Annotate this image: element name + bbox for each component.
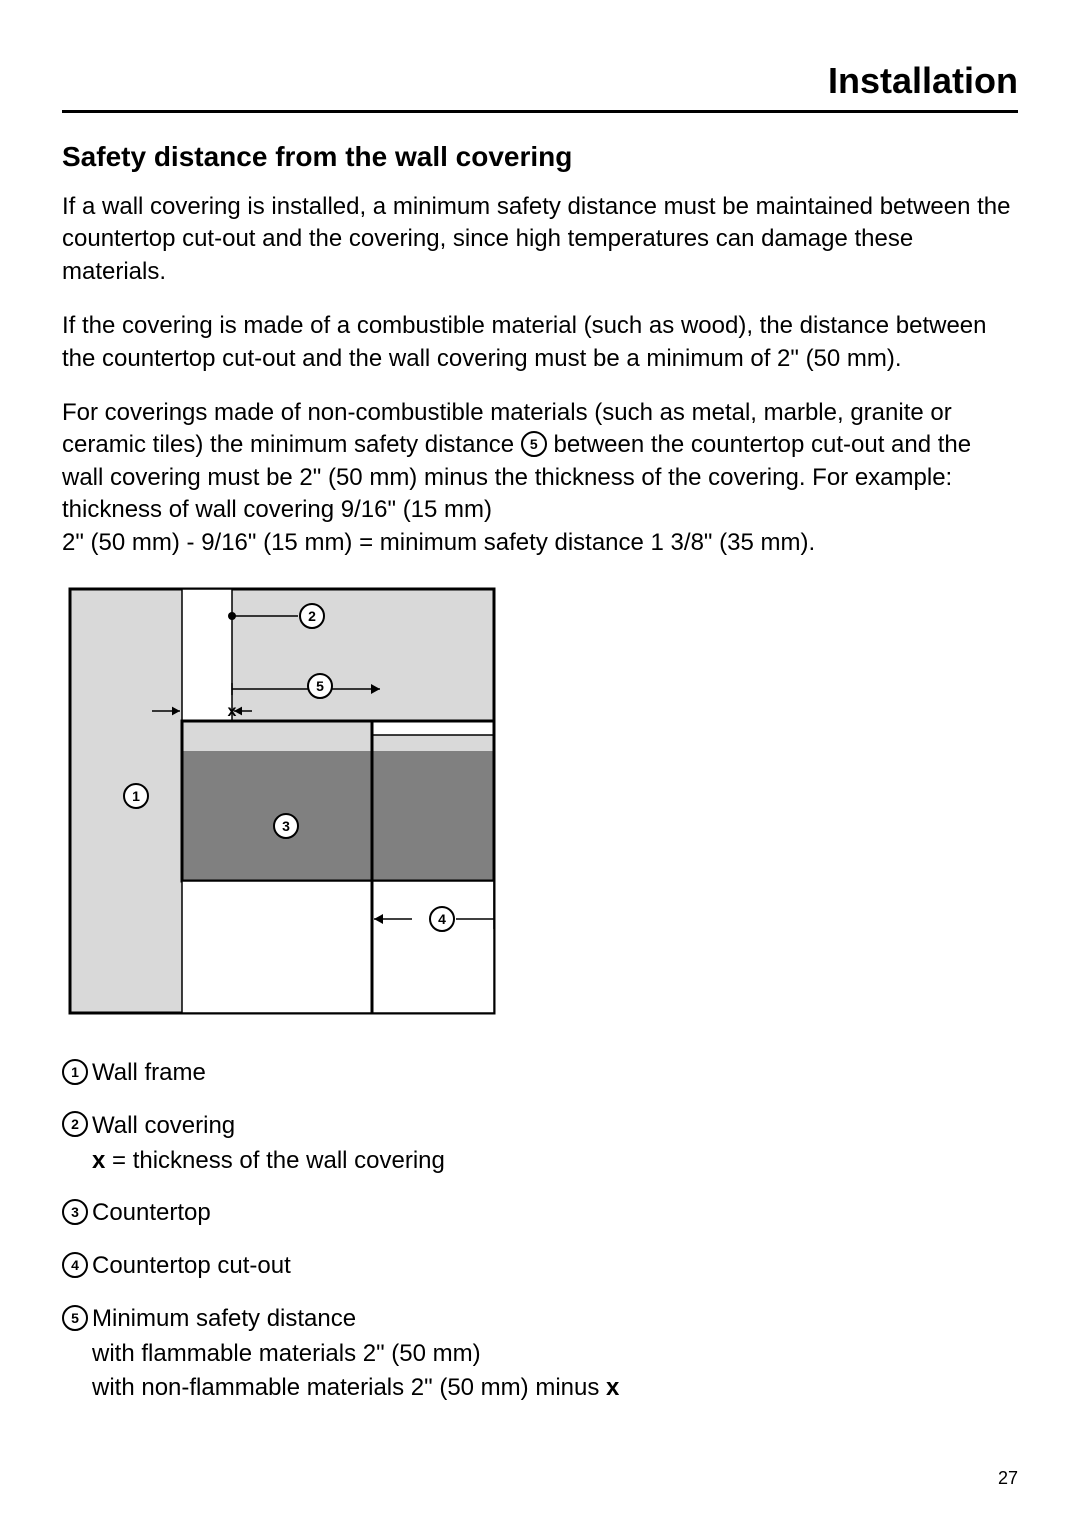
diagram-svg: 2x5134: [62, 581, 502, 1021]
legend-item: 4Countertop cut-out: [62, 1249, 1018, 1284]
svg-text:1: 1: [132, 788, 140, 804]
legend-number: 1: [62, 1056, 92, 1091]
page-header: Installation: [62, 60, 1018, 102]
legend-text: Wall frame: [92, 1056, 1018, 1091]
legend-number: 5: [62, 1302, 92, 1337]
paragraph-3: For coverings made of non-combustible ma…: [62, 397, 1018, 559]
legend-text: Countertop: [92, 1196, 1018, 1231]
paragraph-1: If a wall covering is installed, a minim…: [62, 191, 1018, 288]
legend-item: 5Minimum safety distancewith flammable m…: [62, 1302, 1018, 1406]
legend-item: 1Wall frame: [62, 1056, 1018, 1091]
legend-item: 3Countertop: [62, 1196, 1018, 1231]
paragraph-3c: 2" (50 mm) - 9/16" (15 mm) = minimum saf…: [62, 529, 815, 556]
diagram: 2x5134: [62, 581, 1018, 1026]
header-rule: [62, 110, 1018, 113]
svg-text:5: 5: [316, 678, 324, 694]
legend: 1Wall frame2Wall coveringx = thickness o…: [62, 1056, 1018, 1406]
inline-ref-5: 5: [521, 431, 547, 457]
paragraph-2: If the covering is made of a combustible…: [62, 310, 1018, 375]
svg-text:4: 4: [438, 911, 446, 927]
legend-number: 3: [62, 1196, 92, 1231]
legend-text: Minimum safety distancewith flammable ma…: [92, 1302, 1018, 1406]
legend-number: 4: [62, 1249, 92, 1284]
page-number: 27: [998, 1468, 1018, 1489]
section-title: Safety distance from the wall covering: [62, 141, 1018, 173]
legend-item: 2Wall coveringx = thickness of the wall …: [62, 1109, 1018, 1179]
legend-text: Wall coveringx = thickness of the wall c…: [92, 1109, 1018, 1179]
legend-text: Countertop cut-out: [92, 1249, 1018, 1284]
legend-number: 2: [62, 1109, 92, 1144]
svg-text:3: 3: [282, 818, 290, 834]
svg-text:2: 2: [308, 608, 316, 624]
page: Installation Safety distance from the wa…: [0, 0, 1080, 1529]
